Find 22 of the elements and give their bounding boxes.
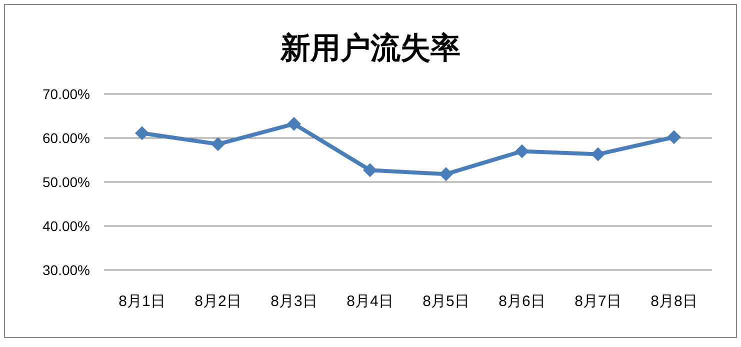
y-tick-label: 60.00% xyxy=(42,130,90,146)
point xyxy=(287,116,301,131)
y-tick-label: 30.00% xyxy=(42,262,90,278)
point xyxy=(667,130,681,144)
y-tick-label: 50.00% xyxy=(42,174,90,190)
point xyxy=(211,137,225,152)
y-tick-label: 70.00% xyxy=(42,86,90,102)
point xyxy=(591,147,605,162)
point xyxy=(363,163,377,178)
y-tick-label: 40.00% xyxy=(42,218,90,234)
x-tick-label: 8月7日 xyxy=(574,293,622,310)
x-tick-label: 8月4日 xyxy=(346,293,394,310)
x-tick-label: 8月2日 xyxy=(194,293,242,310)
point xyxy=(439,167,453,182)
point xyxy=(515,144,529,158)
x-tick-label: 8月1日 xyxy=(118,293,166,310)
chart-title: 新用户流失率 xyxy=(280,31,460,65)
x-tick-label: 8月3日 xyxy=(270,293,318,310)
point xyxy=(135,126,149,140)
x-tick-label: 8月8日 xyxy=(650,293,698,310)
x-tick-label: 8月5日 xyxy=(422,293,470,310)
x-tick-label: 8月6日 xyxy=(498,293,546,310)
